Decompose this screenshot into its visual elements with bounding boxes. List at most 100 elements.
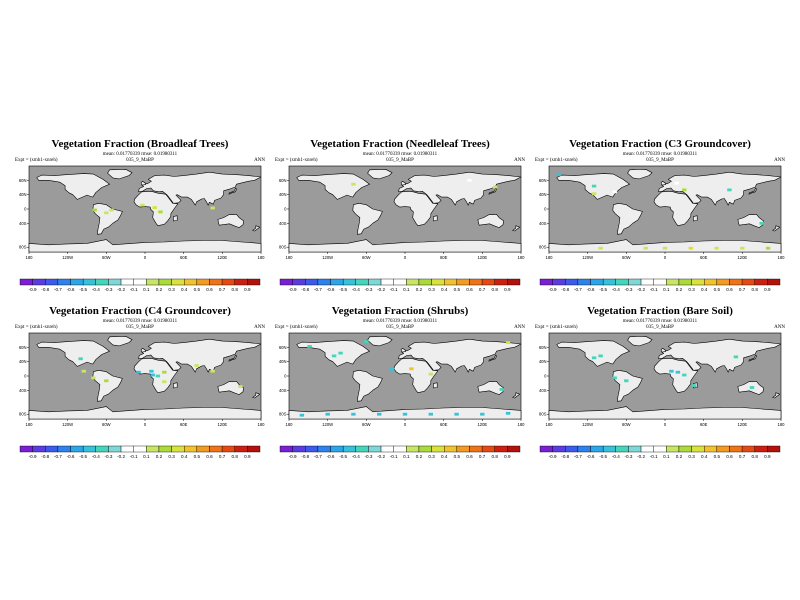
- colorbar-label: 0.4: [701, 287, 708, 292]
- stats-text: mean: 0.01770339 rmse: 0.01980311: [102, 152, 178, 157]
- chart-title: Vegetation Fraction (C4 Groundcover): [49, 305, 231, 317]
- colorbar-swatch: [444, 278, 458, 286]
- data-cell: [402, 412, 408, 416]
- colorbar-swatch: [209, 278, 223, 286]
- land-eurasia: [658, 171, 782, 206]
- colorbar-swatch: [393, 445, 407, 453]
- x-tick-label: 120W: [322, 422, 333, 427]
- colorbar-swatch: [184, 278, 198, 286]
- x-tick-label: 120E: [217, 255, 227, 260]
- chart-panel-broadleaf: Vegetation Fraction (Broadleaf Trees) me…: [15, 138, 265, 318]
- colorbar-label: -0.1: [390, 454, 398, 459]
- colorbar-label: -0.8: [561, 454, 569, 459]
- colorbar-label: -0.6: [327, 454, 335, 459]
- land-uk: [400, 180, 406, 186]
- colorbar-swatch: [767, 445, 781, 453]
- colorbar-swatch: [368, 445, 382, 453]
- colorbar-label: -0.9: [289, 287, 297, 292]
- colorbar-label: 0.2: [676, 287, 683, 292]
- colorbar-label: -0.4: [352, 454, 360, 459]
- land-africa: [393, 357, 439, 394]
- data-cell: [162, 380, 167, 384]
- stats-text: mean: 0.01770339 rmse: 0.01980311: [362, 152, 438, 157]
- colorbar-swatch: [221, 445, 235, 453]
- colorbar-swatch: [380, 445, 394, 453]
- land-antarctica: [28, 239, 262, 253]
- land-south-america: [612, 202, 643, 235]
- colorbar-label: 0.5: [194, 287, 201, 292]
- colorbar-label: -0.7: [574, 287, 582, 292]
- colorbar-swatch: [507, 278, 521, 286]
- colorbar-swatch: [305, 278, 319, 286]
- colorbar-swatch: [171, 445, 185, 453]
- colorbar: -0.9 -0.8 -0.7 -0.6 -0.5 -0.4 -0.3 -0.2 -0.1 0.1 0…: [19, 278, 261, 292]
- colorbar-label: -0.4: [92, 454, 100, 459]
- x-tick-label: 60W: [622, 255, 631, 260]
- data-cell: [643, 246, 648, 250]
- colorbar-swatch: [704, 445, 718, 453]
- colorbar-swatch: [494, 445, 508, 453]
- land-eurasia: [138, 338, 262, 373]
- colorbar-swatch: [691, 445, 705, 453]
- data-cell: [598, 354, 603, 358]
- x-tick-label: 180: [26, 255, 34, 260]
- x-tick-label: 120E: [737, 422, 747, 427]
- colorbar-swatch: [577, 445, 591, 453]
- colorbar-label: -0.3: [104, 287, 112, 292]
- colorbar-swatch: [494, 278, 508, 286]
- colorbar-label: -0.9: [549, 287, 557, 292]
- colorbar-swatch: [539, 445, 553, 453]
- colorbar-label: -0.4: [352, 287, 360, 292]
- colorbar-label: -0.9: [29, 287, 37, 292]
- data-cell: [727, 188, 732, 192]
- colorbar-swatch: [279, 445, 293, 453]
- colorbar: -0.9 -0.8 -0.7 -0.6 -0.5 -0.4 -0.3 -0.2 -0.1 0.1 0…: [539, 278, 781, 292]
- colorbar-label: -0.9: [549, 454, 557, 459]
- colorbar-swatch: [678, 445, 692, 453]
- colorbar-label: 0.7: [219, 287, 226, 292]
- colorbar-swatch: [729, 278, 743, 286]
- colorbar-label: -0.3: [364, 287, 372, 292]
- y-tick-label: 40N: [279, 192, 287, 197]
- colorbar-label: -0.8: [561, 287, 569, 292]
- colorbar-swatch: [234, 445, 248, 453]
- y-tick-label: 0: [24, 374, 27, 379]
- data-cell: [674, 181, 679, 185]
- data-cell: [238, 385, 243, 388]
- data-cell: [591, 184, 597, 188]
- land-australia: [477, 213, 504, 228]
- land-new-zealand: [252, 225, 260, 232]
- colorbar-label: 0.2: [156, 287, 163, 292]
- colorbar-label: -0.5: [339, 454, 347, 459]
- x-tick-label: 0: [664, 422, 667, 427]
- data-cell: [377, 412, 382, 416]
- colorbar-swatch: [32, 278, 46, 286]
- data-cell: [136, 370, 141, 374]
- colorbar-label: 0.9: [244, 287, 251, 292]
- colorbar-swatch: [279, 278, 293, 286]
- colorbar-swatch: [158, 445, 172, 453]
- colorbar-swatch: [431, 278, 445, 286]
- land-japan: [488, 354, 497, 362]
- chart-title: Vegetation Fraction (Broadleaf Trees): [51, 138, 229, 150]
- colorbar-label: -0.8: [41, 287, 49, 292]
- colorbar-label: 0.4: [441, 454, 448, 459]
- chart-panel-bare-soil: Vegetation Fraction (Bare Soil) mean: 0.…: [535, 305, 785, 485]
- data-cell: [591, 356, 597, 360]
- colorbar-label: 0.2: [156, 454, 163, 459]
- colorbar-label: 0.4: [181, 287, 188, 292]
- colorbar-swatch: [539, 278, 553, 286]
- land-new-zealand: [772, 225, 780, 232]
- colorbar-swatch: [342, 278, 356, 286]
- y-tick-label: 80S: [279, 412, 287, 417]
- colorbar-swatch: [120, 445, 134, 453]
- data-cell: [158, 210, 163, 214]
- y-tick-label: 60N: [19, 178, 27, 183]
- colorbar-swatch: [666, 278, 680, 286]
- land-australia: [217, 213, 244, 228]
- colorbar-label: 0.3: [168, 287, 175, 292]
- data-cell: [691, 384, 697, 387]
- colorbar-label: -0.7: [574, 454, 582, 459]
- colorbar-swatch: [292, 278, 306, 286]
- colorbar-swatch: [628, 278, 642, 286]
